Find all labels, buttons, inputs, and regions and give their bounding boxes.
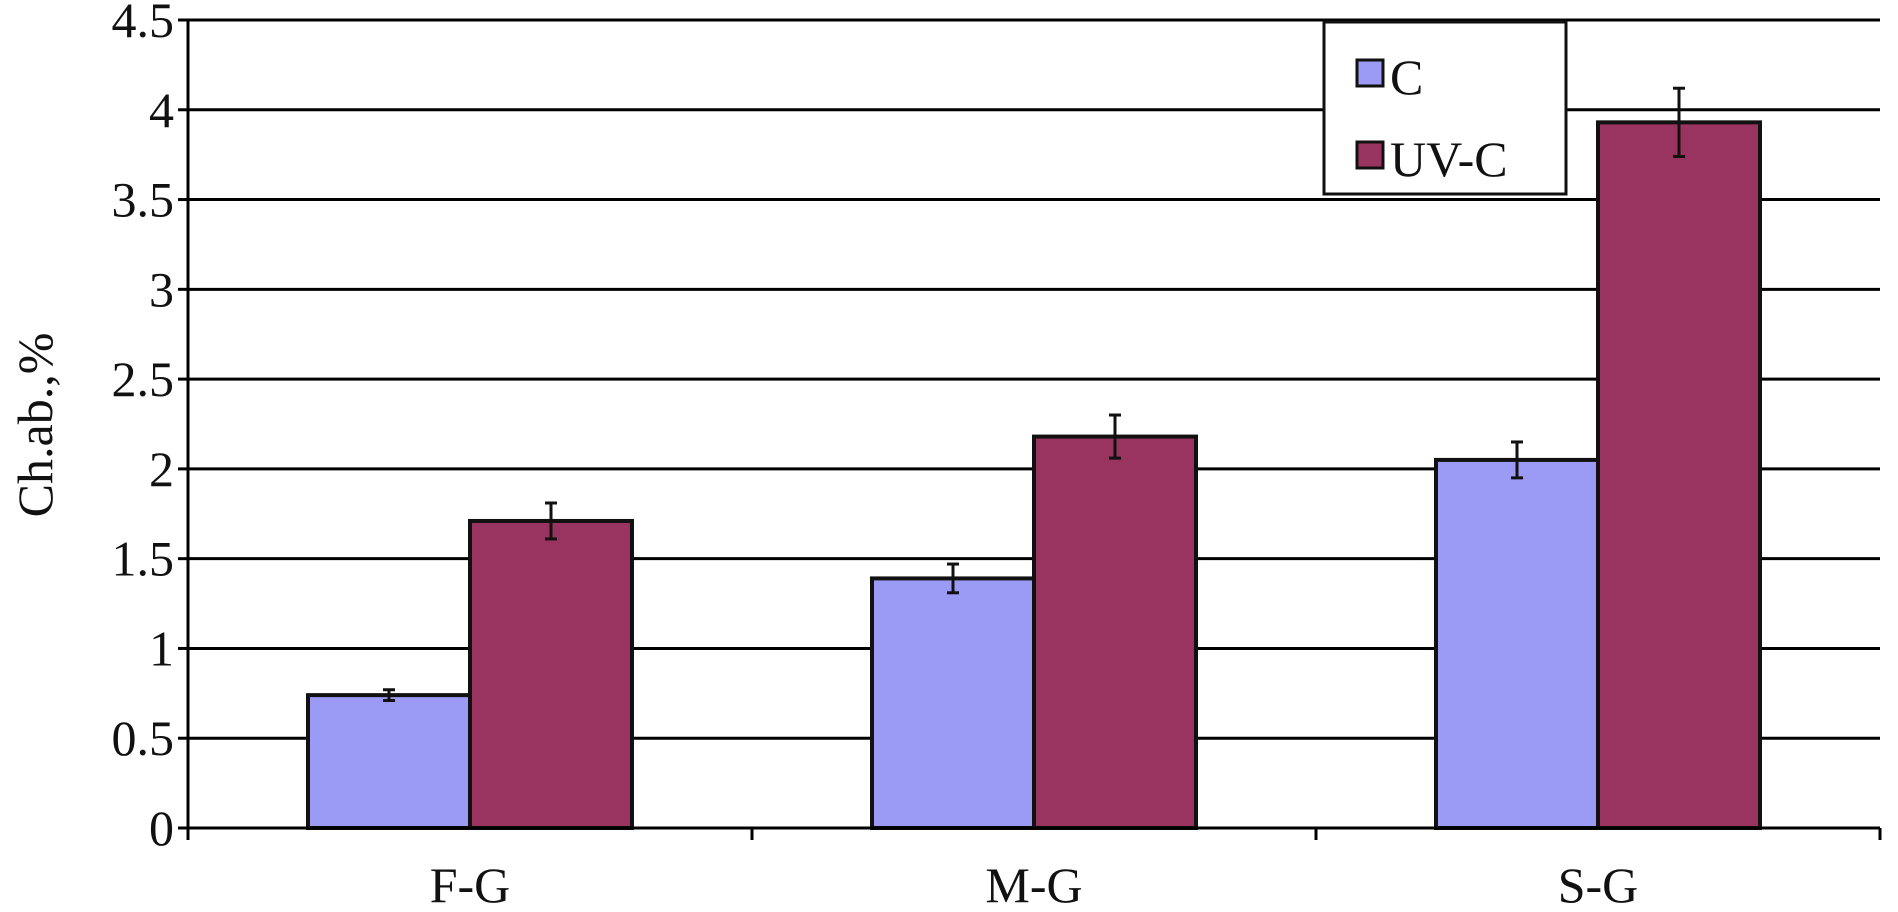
bar-uv-c-s-g [1596,120,1762,830]
bars [306,120,1762,831]
x-tick-label: M-G [985,857,1082,912]
y-tick-label: 2.5 [112,351,175,407]
y-tick-label: 3 [149,261,174,317]
y-tick-label: 4.5 [112,0,175,48]
error-bars [383,86,1685,703]
y-tick-label: 4 [149,82,174,138]
legend-label: C [1390,49,1423,105]
y-tick-label: 0.5 [112,710,175,766]
y-axis-label: Ch.ab.,% [7,333,63,518]
bar-uv-c-f-g [468,518,634,831]
x-tick-labels: F-G M-G S-G [430,857,1639,912]
bar-c-s-g [1434,457,1600,830]
bar-c-m-g [870,576,1036,831]
y-tick-labels: 0 0.5 1 1.5 2 2.5 3 3.5 4 4.5 [112,0,175,856]
legend-swatch [1355,140,1385,170]
y-tick-label: 1.5 [112,531,175,587]
bar-c-f-g [306,693,472,831]
legend-label: UV-C [1390,131,1508,187]
x-tick-label: S-G [1558,857,1639,912]
y-tick-label: 3.5 [112,172,175,228]
y-tick-label: 0 [149,800,174,856]
y-tick-label: 1 [149,620,174,676]
y-tick-label: 2 [149,441,174,497]
axes [178,18,1882,840]
x-tick-label: F-G [430,857,511,912]
legend: C UV-C [1322,20,1568,196]
legend-swatch [1355,58,1385,88]
bar-uv-c-m-g [1032,434,1198,830]
